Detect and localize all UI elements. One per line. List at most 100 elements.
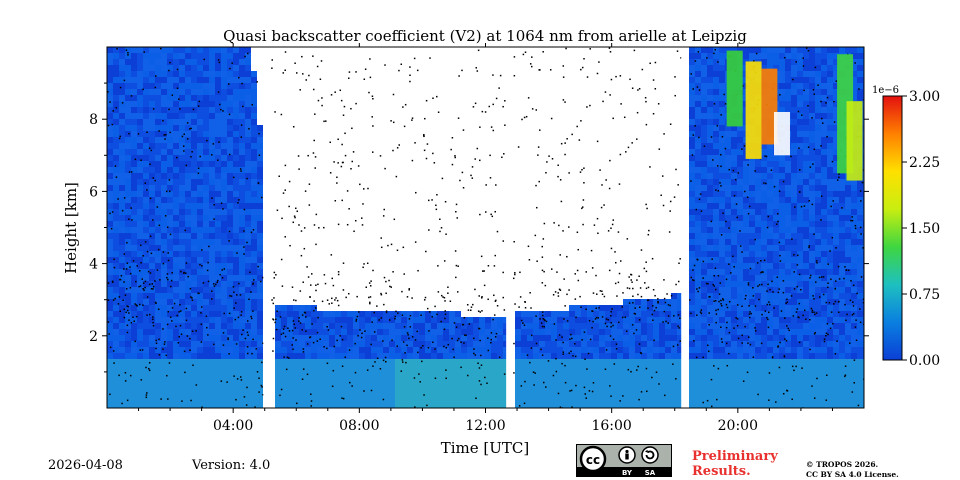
heatmap-cell	[143, 359, 149, 365]
heatmap-cell	[245, 263, 251, 269]
heatmap-cell	[785, 215, 791, 221]
heatmap-cell	[113, 161, 119, 167]
heatmap-cell	[131, 353, 137, 359]
heatmap-cell	[305, 317, 311, 323]
heatmap-cell	[707, 203, 713, 209]
heatmap-cell	[857, 239, 863, 245]
heatmap-cell	[719, 335, 725, 341]
heatmap-cell	[359, 401, 365, 407]
heatmap-cell	[149, 113, 155, 119]
heatmap-cell	[119, 47, 125, 53]
heatmap-cell	[251, 77, 257, 83]
heatmap-cell	[545, 359, 551, 365]
noise-speck	[441, 177, 444, 180]
heatmap-cell	[191, 395, 197, 401]
heatmap-cell	[251, 383, 257, 389]
heatmap-cell	[707, 179, 713, 185]
heatmap-cell	[575, 395, 581, 401]
heatmap-cell	[797, 275, 803, 281]
heatmap-cell	[581, 371, 587, 377]
heatmap-cell	[587, 395, 593, 401]
heatmap-cell	[809, 335, 815, 341]
heatmap-cell	[773, 305, 779, 311]
heatmap-cell	[647, 305, 653, 311]
heatmap-cell	[743, 53, 749, 59]
heatmap-cell	[353, 335, 359, 341]
heatmap-cell	[605, 359, 611, 365]
heatmap-cell	[737, 47, 743, 53]
heatmap-cell	[197, 53, 203, 59]
heatmap-cell	[503, 317, 509, 323]
heatmap-cell	[185, 119, 191, 125]
heatmap-cell	[125, 173, 131, 179]
heatmap-cell	[233, 383, 239, 389]
heatmap-cell	[281, 311, 287, 317]
heatmap-cell	[713, 251, 719, 257]
heatmap-cell	[773, 287, 779, 293]
heatmap-cell	[731, 269, 737, 275]
heatmap-cell	[383, 401, 389, 407]
heatmap-cell	[107, 233, 113, 239]
heatmap-cell	[623, 341, 629, 347]
heatmap-cell	[623, 383, 629, 389]
heatmap-cell	[803, 227, 809, 233]
heatmap-cell	[749, 209, 755, 215]
heatmap-cell	[599, 377, 605, 383]
heatmap-cell	[119, 335, 125, 341]
heatmap-cell	[251, 137, 257, 143]
noise-speck	[413, 377, 416, 379]
heatmap-cell	[119, 155, 125, 161]
heatmap-cell	[581, 377, 587, 383]
heatmap-cell	[821, 173, 827, 179]
heatmap-cell	[695, 329, 701, 335]
heatmap-cell	[167, 239, 173, 245]
heatmap-cell	[617, 311, 623, 317]
noise-speck	[240, 136, 243, 138]
heatmap-cell	[155, 335, 161, 341]
heatmap-cell	[827, 215, 833, 221]
heatmap-cell	[239, 281, 245, 287]
heatmap-cell	[641, 359, 647, 365]
heatmap-cell	[701, 245, 707, 251]
heatmap-cell	[857, 299, 863, 305]
heatmap-cell	[731, 317, 737, 323]
heatmap-cell	[713, 383, 719, 389]
heatmap-cell	[845, 305, 851, 311]
heatmap-cell	[329, 389, 335, 395]
heatmap-cell	[791, 209, 797, 215]
heatmap-cell	[701, 401, 707, 407]
heatmap-cell	[473, 323, 479, 329]
noise-speck	[596, 140, 599, 143]
heatmap-cell	[143, 89, 149, 95]
heatmap-cell	[167, 191, 173, 197]
heatmap-cell	[425, 335, 431, 341]
heatmap-cell	[833, 275, 839, 281]
heatmap-cell	[809, 89, 815, 95]
heatmap-cell	[191, 341, 197, 347]
heatmap-cell	[749, 203, 755, 209]
heatmap-cell	[149, 323, 155, 329]
heatmap-cell	[569, 311, 575, 317]
heatmap-cell	[689, 263, 695, 269]
heatmap-cell	[773, 383, 779, 389]
heatmap-cell	[191, 329, 197, 335]
heatmap-cell	[227, 113, 233, 119]
heatmap-cell	[839, 335, 845, 341]
heatmap-cell	[215, 215, 221, 221]
heatmap-cell	[563, 347, 569, 353]
heatmap-cell	[827, 371, 833, 377]
heatmap-cell	[845, 281, 851, 287]
heatmap-cell	[137, 335, 143, 341]
heatmap-cell	[779, 95, 785, 101]
heatmap-cell	[203, 293, 209, 299]
heatmap-cell	[311, 335, 317, 341]
heatmap-cell	[227, 299, 233, 305]
heatmap-cell	[107, 161, 113, 167]
noise-speck	[280, 113, 283, 116]
heatmap-cell	[395, 311, 401, 317]
heatmap-cell	[449, 347, 455, 353]
heatmap-cell	[257, 395, 263, 401]
heatmap-cell	[239, 395, 245, 401]
heatmap-cell	[845, 395, 851, 401]
heatmap-cell	[713, 53, 719, 59]
